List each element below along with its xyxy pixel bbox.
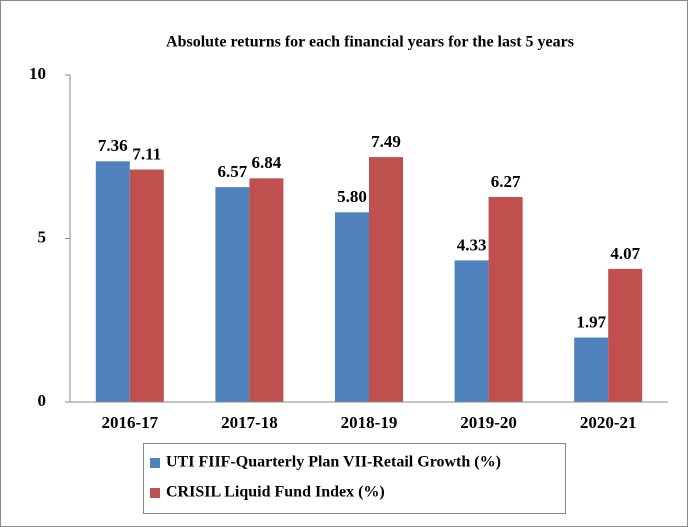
bar [369,157,403,402]
y-tick-label: 5 [38,227,47,246]
x-tick-label: 2020-21 [580,413,637,432]
bar [335,212,369,402]
bar [129,169,164,402]
data-label: 5.80 [337,187,367,206]
data-label: 1.97 [576,312,606,331]
data-label: 6.57 [218,162,248,181]
y-tick-label: 10 [29,64,46,83]
data-label: 7.36 [98,136,128,155]
bar [488,196,523,402]
data-label: 4.07 [610,244,640,263]
data-label: 7.49 [371,132,401,151]
data-label: 6.27 [491,172,521,191]
bar [454,260,489,402]
x-tick-label: 2019-20 [460,413,517,432]
bar [95,161,130,402]
legend-label: CRISIL Liquid Fund Index (%) [166,484,385,501]
data-label: 6.84 [252,153,282,172]
chart-title: Absolute returns for each financial year… [166,34,574,51]
x-tick-label: 2018-19 [341,413,398,432]
bar [215,187,250,402]
bar [608,268,643,402]
legend-swatch [150,458,160,468]
bar [574,337,609,402]
legend-swatch [150,488,160,498]
data-label: 4.33 [457,235,487,254]
bar [249,178,284,402]
legend-label: UTI FIIF-Quarterly Plan VII-Retail Growt… [166,454,501,471]
x-tick-label: 2017-18 [221,413,278,432]
x-tick-label: 2016-17 [101,413,158,432]
legend-box [143,443,566,514]
y-tick-label: 0 [38,391,47,410]
data-label: 7.11 [132,144,161,163]
